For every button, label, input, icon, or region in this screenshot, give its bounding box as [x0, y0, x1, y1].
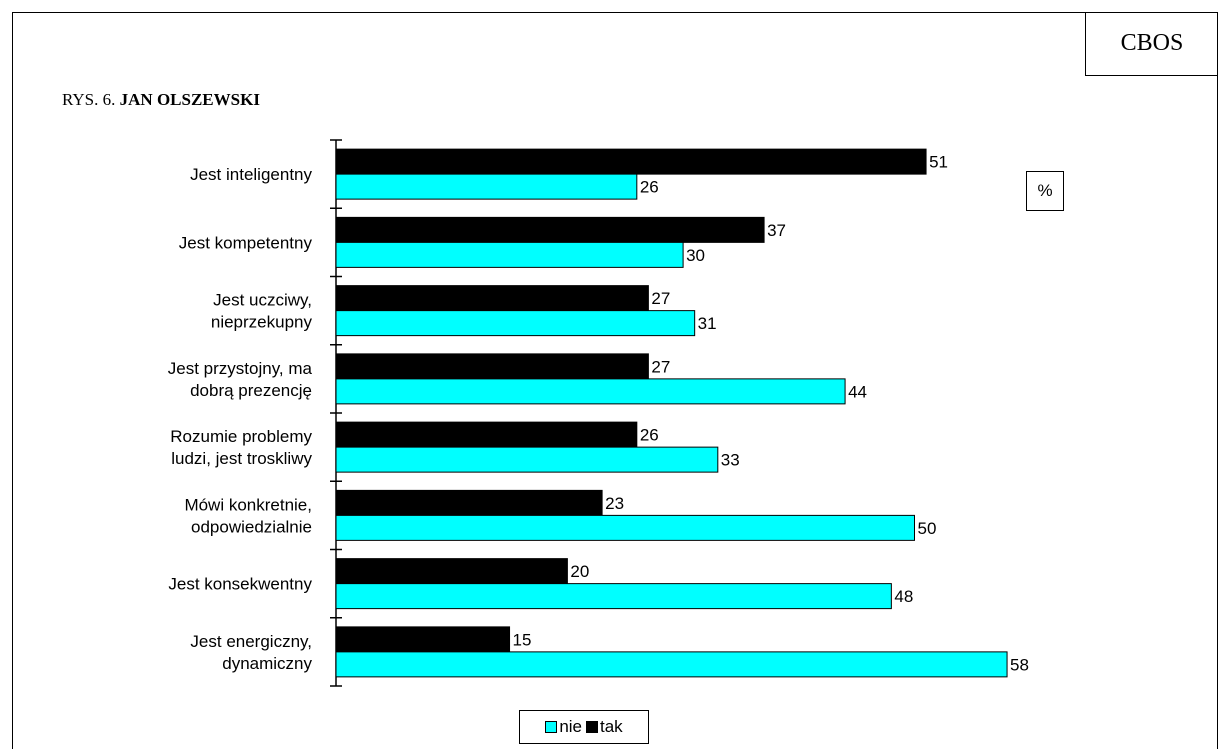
data-label-tak: 20 — [570, 562, 589, 581]
legend-label-nie: nie — [559, 717, 582, 736]
bar-tak — [335, 558, 568, 585]
legend-item-tak: tak — [586, 717, 623, 737]
bar-tak — [335, 148, 927, 175]
category-label: Jest przystojny, ma dobrą prezencję — [168, 359, 313, 400]
data-label-tak: 27 — [651, 289, 670, 308]
bar-tak — [335, 285, 649, 312]
data-label-nie: 33 — [721, 451, 740, 470]
data-label-tak: 15 — [513, 630, 532, 649]
bar-tak — [335, 489, 603, 516]
data-label-nie: 50 — [918, 519, 937, 538]
category-label: Jest inteligentny — [190, 165, 312, 184]
data-label-tak: 26 — [640, 426, 659, 445]
data-label-tak: 37 — [767, 221, 786, 240]
legend: nie tak — [519, 710, 649, 744]
bar-nie — [335, 241, 684, 268]
category-label: Jest konsekwentny — [168, 575, 312, 594]
data-label-nie: 48 — [894, 587, 913, 606]
bar-nie — [335, 583, 892, 610]
category-label: Rozumie problemy ludzi, jest troskliwy — [170, 427, 312, 468]
legend-item-nie: nie — [545, 717, 582, 737]
data-label-nie: 58 — [1010, 655, 1029, 674]
data-label-tak: 23 — [605, 494, 624, 513]
org-label: CBOS — [1085, 12, 1218, 76]
data-label-tak: 51 — [929, 153, 948, 172]
bar-nie — [335, 446, 719, 473]
bar-nie — [335, 310, 696, 337]
figure-number: RYS. 6. — [62, 90, 116, 109]
figure-title: RYS. 6. JAN OLSZEWSKI — [62, 90, 260, 110]
bar-tak — [335, 216, 765, 243]
data-label-nie: 31 — [698, 314, 717, 333]
bar-tak — [335, 421, 638, 448]
unit-label: % — [1026, 171, 1064, 211]
bar-nie — [335, 378, 846, 405]
bar-nie — [335, 173, 638, 200]
data-label-nie: 30 — [686, 246, 705, 265]
category-label: Jest energiczny, dynamiczny — [190, 632, 312, 673]
legend-swatch-tak — [586, 721, 598, 733]
bar-nie — [335, 651, 1008, 678]
data-label-tak: 27 — [651, 357, 670, 376]
category-label: Jest uczciwy, nieprzekupny — [211, 291, 313, 332]
legend-label-tak: tak — [600, 717, 623, 736]
bar-nie — [335, 514, 915, 541]
legend-swatch-nie — [545, 721, 558, 733]
data-label-nie: 44 — [848, 382, 867, 401]
figure-subject: JAN OLSZEWSKI — [119, 90, 260, 109]
data-label-nie: 26 — [640, 178, 659, 197]
category-label: Mówi konkretnie, odpowiedzialnie — [184, 495, 312, 536]
bar-tak — [335, 353, 649, 380]
bar-tak — [335, 626, 511, 653]
category-label: Jest kompetentny — [179, 233, 313, 252]
